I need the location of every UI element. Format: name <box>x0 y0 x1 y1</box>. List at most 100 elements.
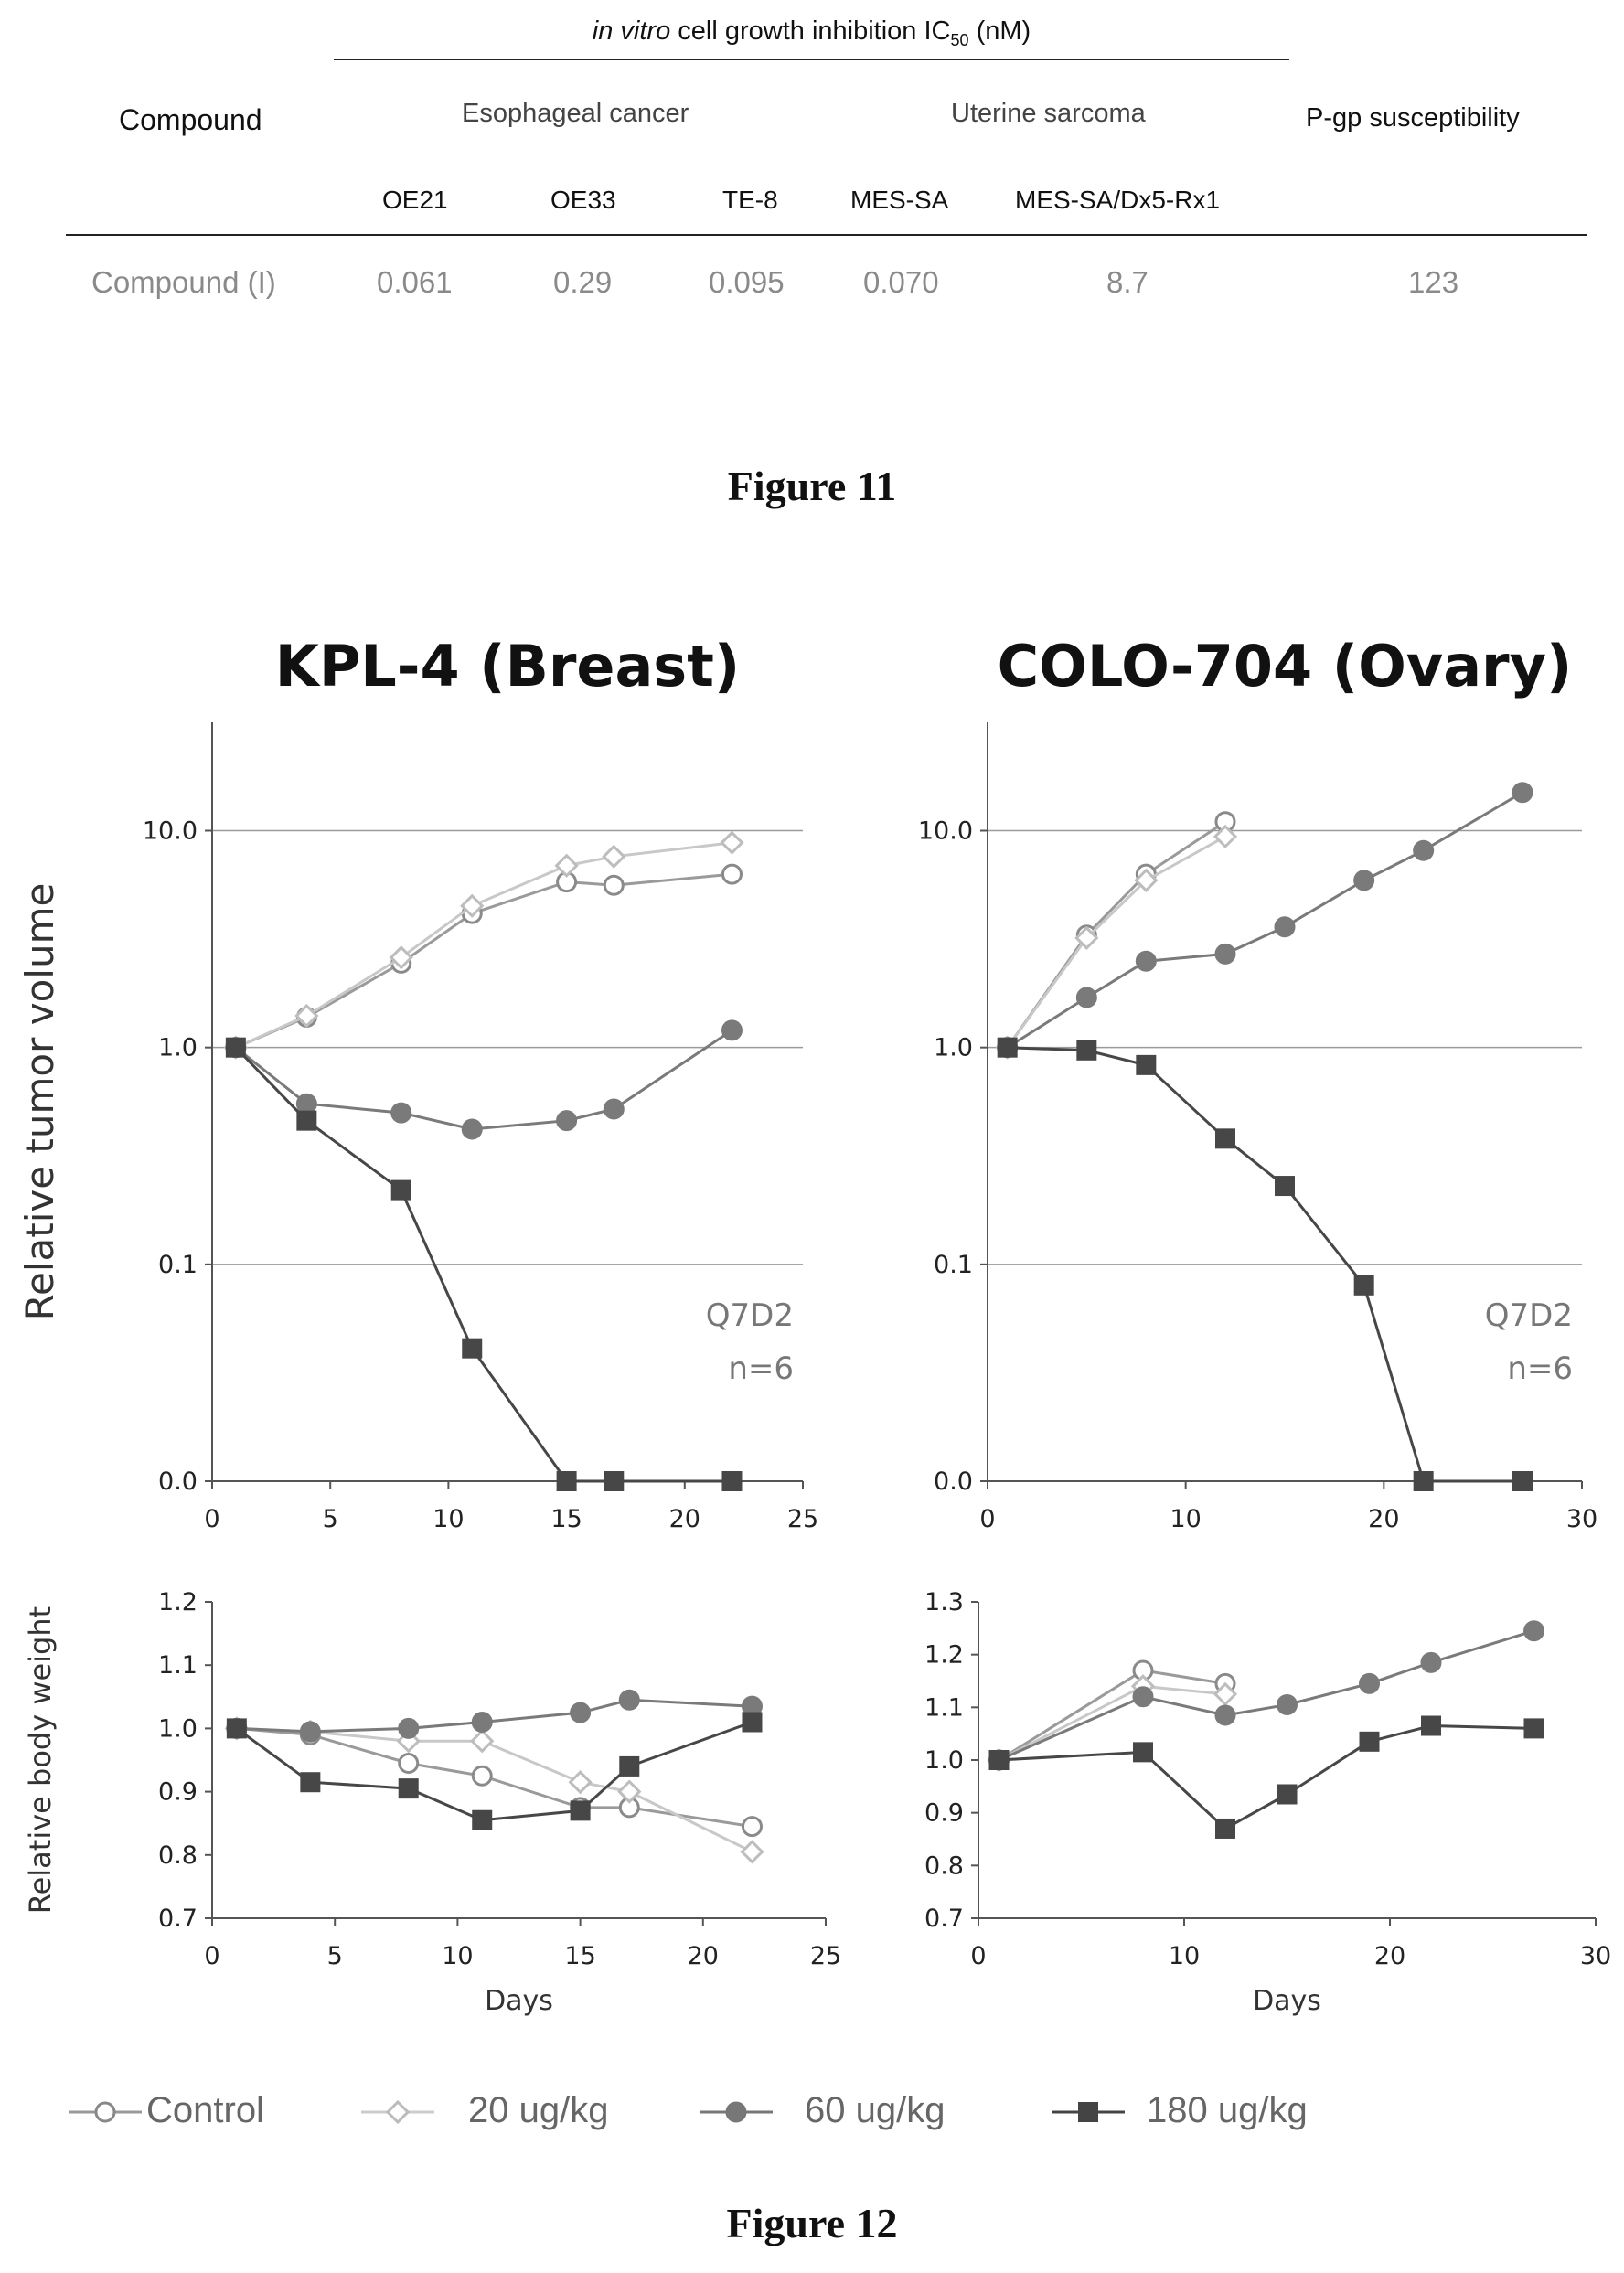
data-point <box>1274 916 1296 938</box>
series-line <box>1006 791 1523 1049</box>
data-point <box>299 1721 321 1743</box>
data-point <box>1277 1784 1298 1805</box>
y-tick-label: 1.0 <box>158 1714 198 1743</box>
data-point <box>1214 1704 1236 1726</box>
cell-line-header: OE33 <box>550 186 616 214</box>
data-point <box>554 853 579 878</box>
y-tick-label: 0.8 <box>158 1841 198 1870</box>
annotation-text: n=6 <box>728 1350 794 1387</box>
x-tick-label: 20 <box>669 1505 700 1533</box>
annotation-text: Q7D2 <box>706 1297 794 1334</box>
series-line <box>999 1723 1534 1830</box>
data-point <box>1214 943 1236 965</box>
data-point <box>740 1840 764 1864</box>
data-point <box>398 1717 420 1739</box>
table-title-subscript: 50 <box>950 30 969 49</box>
series-line <box>998 1629 1534 1762</box>
data-point <box>570 1702 592 1723</box>
table-title: in vitro cell growth inhibition IC50 (nM… <box>334 16 1289 50</box>
y-tick-label: 10.0 <box>918 817 973 846</box>
data-point <box>997 1037 1018 1058</box>
data-point <box>389 945 413 970</box>
data-point <box>1523 1620 1544 1642</box>
y-tick-label: 1.3 <box>924 1588 964 1617</box>
cell-line-header: MES-SA/Dx5-Rx1 <box>1015 186 1221 214</box>
data-point <box>618 1689 640 1711</box>
data-point <box>1359 1672 1380 1694</box>
x-tick-label: 15 <box>550 1505 582 1533</box>
header-rule <box>66 234 1587 236</box>
row-label: Compound (I) <box>91 265 276 299</box>
title-rule <box>334 59 1289 60</box>
legend-label-180: 180 ug/kg <box>1147 2090 1308 2130</box>
data-point <box>1134 868 1159 892</box>
data-point <box>741 1816 763 1838</box>
cell-line-header: OE21 <box>382 186 448 214</box>
data-point <box>1277 1693 1298 1715</box>
x-tick-label: 20 <box>1374 1942 1405 1970</box>
data-point <box>470 1729 495 1754</box>
y-tick-label: 1.1 <box>924 1693 964 1722</box>
y-tick-label: 0.8 <box>924 1851 964 1880</box>
header-pgp: P-gp susceptibility <box>1306 103 1520 133</box>
y-axis-label: Relative body weight <box>23 1606 58 1914</box>
data-point <box>296 1110 317 1131</box>
data-point <box>1523 1718 1544 1739</box>
x-tick-label: 0 <box>204 1942 219 1970</box>
table-title-unit: (nM) <box>976 16 1031 46</box>
data-point <box>720 830 744 855</box>
table-title-text: cell growth inhibition IC <box>678 16 951 46</box>
data-point <box>1353 870 1375 891</box>
data-point <box>602 844 626 869</box>
x-tick-label: 10 <box>442 1942 473 1970</box>
data-point <box>390 1102 412 1124</box>
data-point <box>1420 1651 1442 1673</box>
180ugkg-marker <box>1078 2102 1098 2122</box>
y-tick-label: 0.7 <box>924 1905 964 1933</box>
series-line <box>998 1684 1226 1762</box>
data-point <box>1076 1040 1097 1061</box>
y-tick-label: 0.0 <box>934 1467 973 1496</box>
annotation-text: Q7D2 <box>1485 1297 1573 1334</box>
data-point <box>294 1003 319 1029</box>
x-tick-label: 15 <box>564 1942 595 1970</box>
data-point <box>742 1712 763 1733</box>
table-cell: 0.061 <box>377 265 453 299</box>
data-point <box>1512 1471 1533 1491</box>
control-marker <box>94 2101 116 2123</box>
group-uterine: Uterine sarcoma <box>951 99 1146 128</box>
data-point <box>556 1110 578 1132</box>
data-point <box>619 1755 640 1777</box>
table-cell: 0.29 <box>553 265 613 299</box>
x-tick-label: 20 <box>688 1942 719 1970</box>
data-point <box>461 1118 483 1140</box>
chart-panel-1: 0.0 0.1 1.0 10.0 0 10 20 30 COLO-704 (Ovary) Q7D2… <box>918 633 1597 1533</box>
y-tick-label: 1.1 <box>158 1651 198 1680</box>
data-point <box>603 1098 625 1120</box>
x-tick-label: 10 <box>1169 1942 1200 1970</box>
data-point <box>988 1750 1010 1770</box>
data-point <box>1133 1742 1153 1763</box>
legend: Control 20 ug/kg 60 ug/kg 180 ug/kg <box>0 2076 1624 2149</box>
data-point <box>472 1809 493 1830</box>
60ugkg-marker <box>725 2101 747 2123</box>
data-point <box>556 1471 577 1491</box>
cell-line-header: TE-8 <box>722 186 778 214</box>
legend-label-20: 20 ug/kg <box>468 2090 609 2130</box>
chart-panel-2: 0.7 0.8 0.9 1.0 1.1 1.2 0 5 10 15 20 25 Days Relative… <box>23 1588 841 2017</box>
legend-label-control: Control <box>146 2090 264 2130</box>
y-tick-label: 0.9 <box>924 1799 964 1828</box>
x-tick-label: 20 <box>1368 1505 1399 1533</box>
y-tick-label: 1.2 <box>158 1588 198 1617</box>
x-tick-label: 0 <box>204 1505 219 1533</box>
chart-panel-3: 0.7 0.8 0.9 1.0 1.1 1.2 1.3 0 10 20 30 Days <box>924 1588 1611 2017</box>
data-point <box>1359 1731 1380 1752</box>
x-tick-label: 0 <box>979 1505 995 1533</box>
20ugkg-marker <box>385 2099 411 2125</box>
data-point <box>1353 1275 1374 1296</box>
x-tick-label: 25 <box>810 1942 841 1970</box>
data-point <box>471 1711 493 1733</box>
data-point <box>460 893 485 918</box>
data-point <box>225 1037 246 1058</box>
table-cell: 0.095 <box>709 265 785 299</box>
